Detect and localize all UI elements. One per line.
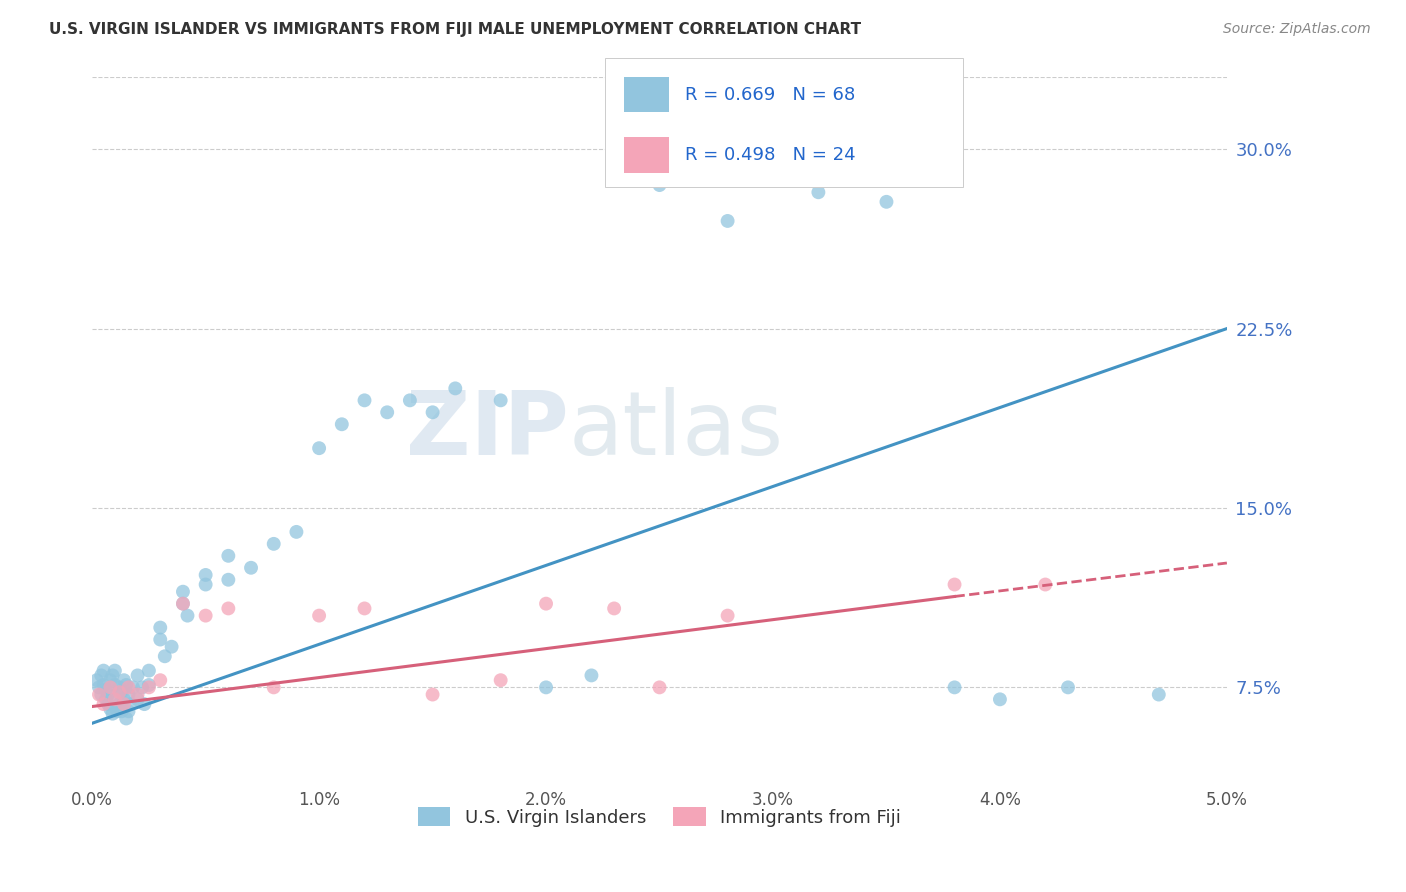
- Point: [104, 678, 127, 692]
- Point: [807, 186, 830, 200]
- Text: Source: ZipAtlas.com: Source: ZipAtlas.com: [1223, 22, 1371, 37]
- Point: [422, 405, 444, 419]
- Point: [87, 688, 110, 702]
- Point: [149, 673, 172, 688]
- Point: [127, 692, 149, 706]
- Text: R = 0.498   N = 24: R = 0.498 N = 24: [685, 146, 855, 164]
- Point: [138, 664, 160, 678]
- Point: [127, 668, 149, 682]
- Point: [86, 673, 108, 688]
- Point: [160, 640, 183, 654]
- Point: [263, 681, 285, 695]
- Point: [943, 681, 966, 695]
- Point: [108, 681, 131, 695]
- Point: [172, 584, 194, 599]
- Point: [104, 692, 127, 706]
- Point: [330, 417, 353, 432]
- Point: [176, 608, 198, 623]
- Point: [444, 381, 467, 395]
- Point: [117, 704, 139, 718]
- Point: [122, 681, 145, 695]
- Point: [93, 664, 115, 678]
- Point: [308, 441, 330, 455]
- Point: [172, 597, 194, 611]
- Point: [240, 561, 263, 575]
- Point: [138, 678, 160, 692]
- Point: [101, 668, 124, 682]
- Point: [1033, 577, 1056, 591]
- Point: [98, 702, 121, 716]
- Point: [422, 688, 444, 702]
- Point: [399, 393, 422, 408]
- Point: [717, 608, 740, 623]
- Point: [717, 214, 740, 228]
- Point: [194, 608, 217, 623]
- Point: [127, 688, 149, 702]
- Point: [217, 601, 239, 615]
- Point: [134, 697, 156, 711]
- Point: [1147, 688, 1170, 702]
- Point: [98, 681, 121, 695]
- Legend: U.S. Virgin Islanders, Immigrants from Fiji: U.S. Virgin Islanders, Immigrants from F…: [411, 800, 908, 834]
- Point: [112, 692, 135, 706]
- Point: [217, 549, 239, 563]
- Point: [105, 704, 128, 718]
- Point: [117, 688, 139, 702]
- Point: [94, 692, 117, 706]
- Point: [93, 697, 115, 711]
- Point: [943, 577, 966, 591]
- Point: [90, 668, 112, 682]
- Point: [534, 681, 557, 695]
- Point: [108, 697, 131, 711]
- Point: [93, 678, 115, 692]
- Point: [194, 577, 217, 591]
- Point: [97, 697, 120, 711]
- Point: [172, 597, 194, 611]
- Point: [353, 393, 375, 408]
- Point: [94, 682, 117, 697]
- Point: [353, 601, 375, 615]
- Point: [375, 405, 398, 419]
- Point: [308, 608, 330, 623]
- Point: [111, 685, 134, 699]
- Point: [648, 681, 671, 695]
- Point: [117, 681, 139, 695]
- Text: atlas: atlas: [569, 387, 785, 474]
- Point: [263, 537, 285, 551]
- Point: [138, 681, 160, 695]
- Point: [489, 673, 512, 688]
- Point: [104, 664, 127, 678]
- Point: [581, 668, 603, 682]
- Text: U.S. VIRGIN ISLANDER VS IMMIGRANTS FROM FIJI MALE UNEMPLOYMENT CORRELATION CHART: U.S. VIRGIN ISLANDER VS IMMIGRANTS FROM …: [49, 22, 862, 37]
- Point: [149, 632, 172, 647]
- Point: [285, 524, 308, 539]
- Point: [115, 711, 138, 725]
- Text: ZIP: ZIP: [406, 387, 569, 474]
- Point: [194, 568, 217, 582]
- Point: [120, 697, 142, 711]
- Point: [108, 685, 131, 699]
- Point: [534, 597, 557, 611]
- Point: [104, 692, 127, 706]
- Point: [97, 688, 120, 702]
- Point: [87, 681, 110, 695]
- Point: [153, 649, 176, 664]
- Point: [131, 681, 153, 695]
- Point: [101, 706, 124, 721]
- Point: [489, 393, 512, 408]
- Point: [112, 673, 135, 688]
- Point: [875, 194, 897, 209]
- Point: [648, 178, 671, 192]
- Point: [149, 621, 172, 635]
- Text: R = 0.669   N = 68: R = 0.669 N = 68: [685, 86, 855, 103]
- Point: [115, 678, 138, 692]
- Point: [98, 673, 121, 688]
- Point: [217, 573, 239, 587]
- Point: [1057, 681, 1080, 695]
- Point: [603, 601, 626, 615]
- Point: [112, 697, 135, 711]
- Point: [111, 704, 134, 718]
- Point: [90, 688, 112, 702]
- Point: [988, 692, 1011, 706]
